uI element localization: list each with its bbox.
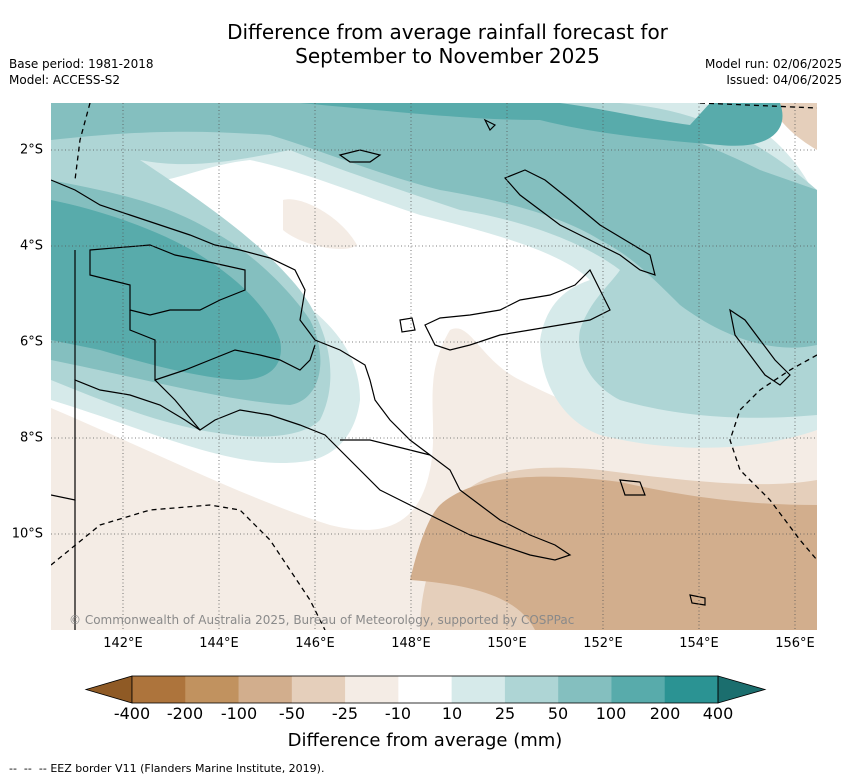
eez-dash-symbol: -- -- -- [9,762,51,775]
copyright-text: © Commonwealth of Australia 2025, Bureau… [69,613,575,627]
model-text: Model: ACCESS-S2 [9,73,121,87]
map-frame [51,103,817,630]
colorbar-tick-label: -25 [331,704,359,723]
metadata-left: Base period: 1981-2018 Model: ACCESS-S2 [9,56,154,88]
colorbar-bin [132,676,186,703]
eez-legend-text: EEZ border V11 (Flanders Marine Institut… [50,762,325,775]
colorbar-bins [132,676,719,703]
lon-label-144E: 144°E [199,636,239,651]
lat-label-10S: 10°S [11,526,43,542]
model-run-text: Model run: 02/06/2025 [704,57,842,71]
lon-label-154E: 154°E [679,636,719,651]
lat-label-2S: 2°S [19,142,43,158]
map-title-line-2: September to November 2025 [295,44,600,68]
colorbar-tick-label: 400 [702,704,734,723]
colorbar-title: Difference from average (mm) [287,730,563,751]
coastlines [51,118,791,630]
colorbar-bin [664,676,719,703]
map-title: Difference from average rainfall forecas… [0,20,850,68]
colorbar-bin [291,676,346,703]
lon-label-150E: 150°E [487,636,527,651]
colorbar-tick-label: 100 [595,704,627,723]
gridlines [51,103,817,630]
colorbar-tick-label: -50 [278,704,306,723]
colorbar-tick-label: 10 [441,704,463,723]
lon-label-152E: 152°E [583,636,623,651]
colorbar-tick-label: -10 [384,704,412,723]
lon-label-146E: 146°E [295,636,335,651]
colorbar [84,675,767,704]
metadata-right: Model run: 02/06/2025 Issued: 04/06/2025 [705,56,842,88]
colorbar-bin [185,676,240,703]
issued-text: Issued: 04/06/2025 [726,73,842,87]
colorbar-bin [504,676,559,703]
colorbar-bin [238,676,293,703]
colorbar-tick-label: -200 [166,704,204,723]
colorbar-tick-label: 200 [649,704,681,723]
lat-label-8S: 8°S [19,430,43,446]
colorbar-high-extension [717,675,767,704]
colorbar-bin [398,676,453,703]
lon-label-142E: 142°E [103,636,143,651]
lon-label-156E: 156°E [775,636,815,651]
lon-label-148E: 148°E [391,636,431,651]
colorbar-low-extension [84,675,133,704]
lat-label-4S: 4°S [19,238,43,254]
colorbar-bin [451,676,506,703]
lat-label-6S: 6°S [19,334,43,350]
wet-anomaly-shading [51,103,817,464]
dry-anomaly-shading [51,103,817,630]
eez-borders [51,103,817,630]
eez-legend: -- -- -- EEZ border V11 (Flanders Marine… [9,762,324,775]
base-period-text: Base period: 1981-2018 [9,57,154,71]
colorbar-tick-label: 50 [547,704,569,723]
map-title-line-1: Difference from average rainfall forecas… [227,20,668,44]
colorbar-bin [611,676,666,703]
colorbar-bin [558,676,612,703]
colorbar-bin [345,676,399,703]
colorbar-tick-label: 25 [494,704,516,723]
colorbar-tick-label: -400 [113,704,151,723]
colorbar-tick-label: -100 [220,704,258,723]
